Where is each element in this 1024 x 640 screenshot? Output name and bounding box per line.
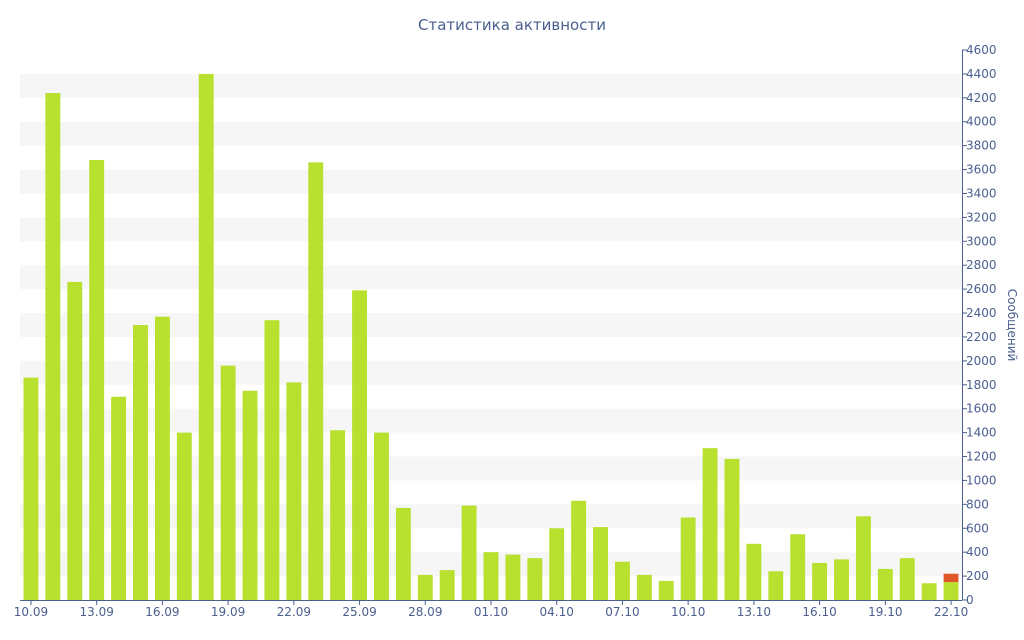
y-tick-label: 2000 — [966, 354, 997, 368]
bar-segment-22.10 — [943, 573, 959, 583]
grid-bands — [20, 73, 962, 577]
x-tick-label: 13.10 — [737, 605, 771, 619]
y-tick-label: 3000 — [966, 234, 997, 248]
bar-27.09 — [395, 507, 411, 600]
y-tick-label: 1800 — [966, 378, 997, 392]
y-axis-title: Сообщений — [1005, 289, 1019, 362]
y-tick-label: 1200 — [966, 450, 997, 464]
bar-11.10 — [702, 448, 718, 600]
x-tick-label: 07.10 — [605, 605, 639, 619]
x-tick-label: 01.10 — [474, 605, 508, 619]
y-tick-label: 2200 — [966, 330, 997, 344]
y-tick-label: 2600 — [966, 282, 997, 296]
bar-22.09 — [286, 382, 302, 600]
bar-28.09 — [417, 574, 433, 600]
y-tick-label: 1600 — [966, 402, 997, 416]
x-tick-label: 16.10 — [802, 605, 836, 619]
y-tick-label: 1400 — [966, 426, 997, 440]
bar-03.10 — [527, 558, 543, 600]
x-tick-label: 28.09 — [408, 605, 442, 619]
bar-25.09 — [352, 290, 368, 600]
bar-23.09 — [308, 162, 324, 600]
bar-13.09 — [89, 160, 105, 600]
grid-band — [20, 121, 962, 146]
y-tick-label: 4400 — [966, 67, 997, 81]
bar-09.10 — [658, 580, 674, 600]
bar-30.09 — [461, 505, 477, 600]
bar-01.10 — [483, 552, 499, 600]
bar-20.09 — [242, 390, 258, 600]
bar-18.09 — [198, 73, 214, 600]
y-tick-label: 400 — [966, 545, 989, 559]
y-tick-label: 600 — [966, 521, 989, 535]
bar-15.09 — [133, 325, 148, 600]
bar-13.10 — [746, 543, 762, 600]
y-tick-label: 3400 — [966, 186, 997, 200]
grid-band — [20, 73, 962, 98]
bar-12.09 — [67, 281, 83, 600]
x-tick-label: 22.10 — [934, 605, 968, 619]
y-tick-label: 3600 — [966, 163, 997, 177]
y-tick-label: 3200 — [966, 210, 997, 224]
bar-20.10 — [899, 558, 915, 600]
x-tick-label: 13.09 — [79, 605, 113, 619]
bars — [23, 73, 959, 600]
y-tick-label: 200 — [966, 569, 989, 583]
bar-14.10 — [768, 571, 784, 600]
x-tick-label: 10.09 — [14, 605, 48, 619]
bar-21.09 — [264, 320, 280, 600]
y-tick-label: 2800 — [966, 258, 997, 272]
x-tick-label: 19.10 — [868, 605, 902, 619]
bar-17.09 — [176, 432, 192, 600]
bar-21.10 — [921, 583, 937, 600]
bar-05.10 — [571, 500, 587, 600]
chart-title: Статистика активности — [418, 16, 606, 34]
bar-10.09 — [23, 377, 39, 600]
x-tick-label: 22.09 — [277, 605, 311, 619]
x-tick-label: 10.10 — [671, 605, 705, 619]
y-tick-label: 4600 — [966, 43, 997, 57]
grid-band — [20, 265, 962, 290]
bar-04.10 — [549, 528, 565, 600]
axes: 0 200 400 600 800 1000 1200 1400 1600 1800 2000 220… — [14, 43, 997, 619]
y-tick-label: 0 — [966, 593, 974, 607]
x-tick-label: 16.09 — [145, 605, 179, 619]
bar-08.10 — [636, 574, 652, 600]
bar-07.10 — [614, 561, 630, 600]
bar-11.09 — [45, 93, 61, 600]
grid-band — [20, 313, 962, 337]
bar-15.10 — [790, 534, 806, 600]
grid-band — [20, 169, 962, 194]
y-tick-label: 2400 — [966, 306, 997, 320]
bar-22.10 — [943, 582, 959, 600]
bar-06.10 — [593, 527, 608, 600]
x-tick-label: 19.09 — [211, 605, 245, 619]
bar-16.10 — [812, 562, 828, 600]
bar-18.10 — [855, 516, 871, 600]
bar-12.10 — [724, 458, 740, 600]
y-tick-label: 3800 — [966, 139, 997, 153]
grid-band — [20, 360, 962, 385]
x-tick-label: 04.10 — [540, 605, 574, 619]
bar-14.09 — [111, 396, 127, 600]
bar-26.09 — [374, 432, 389, 600]
bar-29.09 — [439, 570, 455, 600]
y-tick-label: 4200 — [966, 91, 997, 105]
bar-19.09 — [220, 365, 236, 600]
bar-16.09 — [154, 316, 170, 600]
y-tick-label: 1000 — [966, 473, 997, 487]
y-tick-label: 4000 — [966, 115, 997, 129]
bar-24.09 — [330, 430, 346, 600]
bar-19.10 — [877, 568, 893, 600]
bar-10.10 — [680, 517, 696, 600]
x-tick-label: 25.09 — [342, 605, 376, 619]
grid-band — [20, 217, 962, 242]
bar-17.10 — [834, 559, 849, 600]
y-tick-label: 800 — [966, 497, 989, 511]
bar-02.10 — [505, 554, 521, 600]
